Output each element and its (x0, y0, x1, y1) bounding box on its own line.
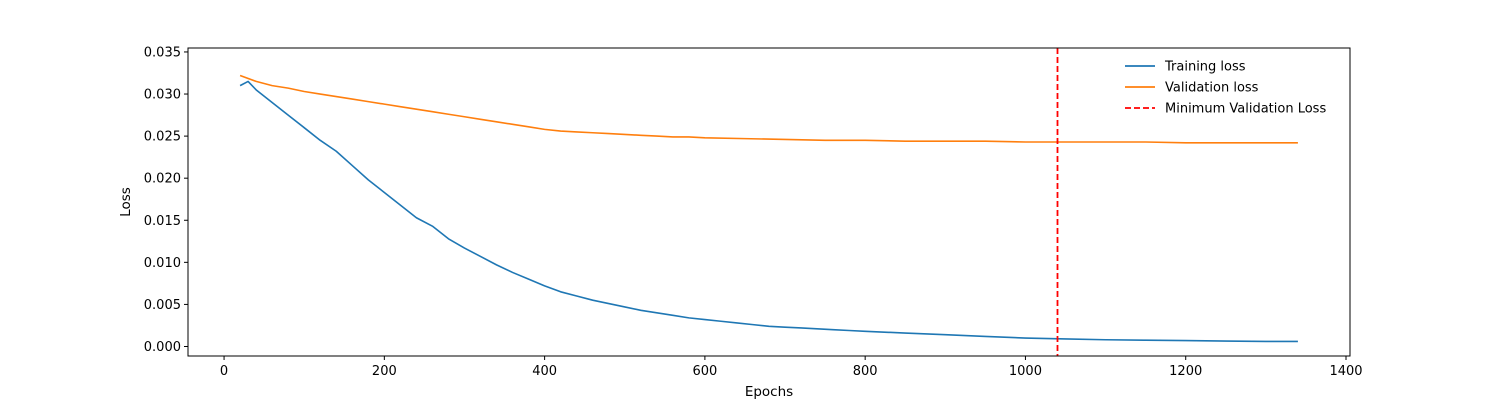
x-tick-label: 1400 (1329, 364, 1362, 379)
y-tick-label: 0.010 (144, 256, 181, 271)
series-line-1 (239, 74, 1298, 144)
y-tick-label: 0.035 (144, 45, 181, 60)
x-tick-label: 600 (692, 364, 717, 379)
y-axis-label: Loss (118, 187, 134, 217)
plot-frame (187, 47, 1351, 357)
legend-label-0: Training loss (1164, 60, 1246, 75)
y-tick-label: 0.020 (144, 172, 181, 187)
y-axis-ticks: 0.000 0.005 0.010 0.015 0.020 0.025 0.030 0.035 (144, 45, 188, 355)
x-tick-label: 0 (220, 364, 228, 379)
legend-label-2: Minimum Validation Loss (1165, 102, 1326, 117)
legend: Training loss Validation loss Minimum Vali… (1125, 60, 1326, 117)
y-tick-label: 0.025 (144, 130, 181, 145)
x-tick-label: 800 (853, 364, 878, 379)
series-layer (239, 74, 1298, 343)
x-tick-label: 1000 (1009, 364, 1042, 379)
x-tick-label: 400 (532, 364, 557, 379)
y-tick-label: 0.000 (144, 340, 181, 355)
x-axis-label: Epochs (745, 384, 793, 400)
x-tick-label: 200 (372, 364, 397, 379)
x-tick-label: 1200 (1169, 364, 1202, 379)
legend-label-1: Validation loss (1165, 81, 1259, 96)
y-tick-label: 0.005 (144, 298, 181, 313)
x-axis-ticks: 0 200 400 600 800 1000 1200 1400 (220, 356, 1363, 379)
series-line-0 (239, 80, 1298, 343)
y-tick-label: 0.015 (144, 214, 181, 229)
y-tick-label: 0.030 (144, 88, 181, 103)
